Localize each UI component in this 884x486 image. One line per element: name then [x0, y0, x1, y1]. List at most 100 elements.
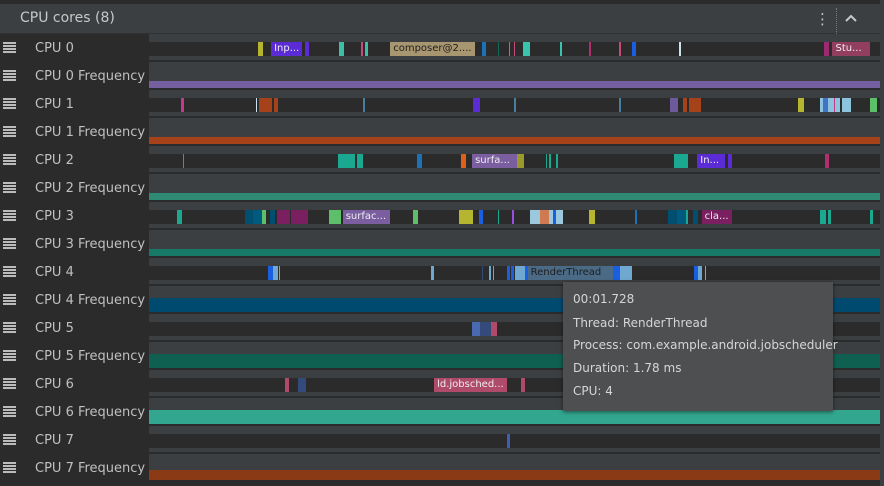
cpu-track[interactable]: Inp... composer@2.... Stu...	[149, 34, 880, 62]
thread-slice[interactable]	[841, 98, 851, 112]
thread-slice[interactable]	[556, 210, 563, 224]
thread-slice[interactable]	[328, 210, 342, 224]
thread-slice[interactable]	[472, 98, 481, 112]
thread-slice[interactable]	[276, 210, 291, 224]
drag-handle-icon[interactable]	[3, 154, 16, 165]
thread-slice[interactable]	[491, 322, 497, 336]
thread-slice[interactable]	[589, 210, 595, 224]
frequency-track[interactable]	[149, 62, 880, 90]
thread-slice[interactable]: composer@2....	[390, 42, 475, 56]
thread-slice[interactable]	[273, 266, 278, 280]
thread-slice[interactable]	[524, 266, 528, 280]
thread-slice[interactable]	[488, 266, 492, 280]
thread-slice[interactable]	[357, 154, 364, 168]
thread-slice[interactable]	[360, 42, 364, 56]
thread-slice[interactable]	[478, 210, 484, 224]
thread-slice[interactable]	[458, 210, 473, 224]
thread-slice[interactable]	[513, 98, 516, 112]
thread-slice[interactable]	[705, 266, 707, 280]
thread-slice[interactable]	[274, 98, 278, 112]
thread-slice[interactable]	[497, 210, 500, 224]
thread-slice[interactable]	[262, 210, 266, 224]
cpu-track[interactable]: surfac... cla...	[149, 202, 880, 230]
drag-handle-icon[interactable]	[3, 42, 16, 53]
thread-slice[interactable]: Inp...	[271, 42, 302, 56]
thread-slice[interactable]	[417, 154, 422, 168]
thread-slice[interactable]	[461, 154, 467, 168]
thread-slice[interactable]	[619, 42, 622, 56]
kebab-icon[interactable]: ⋮	[815, 10, 830, 28]
thread-slice[interactable]	[559, 42, 562, 56]
thread-slice[interactable]	[508, 42, 511, 56]
drag-handle-icon[interactable]	[3, 406, 16, 417]
thread-slice[interactable]	[828, 210, 832, 224]
drag-handle-icon[interactable]	[3, 462, 16, 473]
thread-slice[interactable]	[521, 378, 525, 392]
drag-handle-icon[interactable]	[3, 70, 16, 81]
thread-slice[interactable]	[482, 42, 486, 56]
thread-slice[interactable]	[252, 210, 263, 224]
cpu-track[interactable]	[149, 90, 880, 118]
drag-handle-icon[interactable]	[3, 238, 16, 249]
thread-slice[interactable]	[480, 322, 492, 336]
thread-slice[interactable]	[676, 210, 687, 224]
thread-slice[interactable]	[540, 210, 549, 224]
drag-handle-icon[interactable]	[3, 210, 16, 221]
thread-slice[interactable]: cla...	[701, 210, 733, 224]
cpu-track[interactable]: surfa... In...	[149, 146, 880, 174]
vertical-scrollbar[interactable]	[880, 0, 884, 486]
thread-slice[interactable]	[512, 210, 514, 224]
chevron-up-icon[interactable]	[843, 9, 859, 29]
frequency-track[interactable]	[149, 230, 880, 258]
thread-slice[interactable]	[613, 266, 620, 280]
thread-slice[interactable]	[548, 210, 554, 224]
thread-slice[interactable]: Stu...	[832, 42, 870, 56]
thread-slice[interactable]	[632, 42, 636, 56]
thread-slice[interactable]	[482, 266, 484, 280]
thread-slice[interactable]	[176, 210, 182, 224]
thread-slice[interactable]	[412, 210, 418, 224]
cpu-row[interactable]: CPU 4 RenderThread	[0, 258, 880, 286]
thread-slice[interactable]	[727, 154, 733, 168]
thread-slice[interactable]	[820, 210, 826, 224]
cpu-frequency-row[interactable]: CPU 7 Frequency	[0, 454, 880, 482]
thread-slice[interactable]	[338, 154, 356, 168]
thread-slice[interactable]	[619, 266, 633, 280]
thread-slice[interactable]	[828, 98, 834, 112]
drag-handle-icon[interactable]	[3, 266, 16, 277]
thread-slice[interactable]	[556, 154, 559, 168]
thread-slice[interactable]	[823, 42, 829, 56]
thread-slice[interactable]	[825, 154, 829, 168]
cpu-track[interactable]	[149, 426, 880, 454]
thread-slice[interactable]	[497, 42, 500, 56]
thread-slice[interactable]	[683, 98, 687, 112]
thread-slice[interactable]: surfa...	[472, 154, 517, 168]
thread-slice[interactable]	[635, 210, 638, 224]
cpu-frequency-row[interactable]: CPU 6 Frequency	[0, 398, 880, 426]
thread-slice[interactable]	[798, 98, 804, 112]
frequency-track[interactable]	[149, 174, 880, 202]
thread-slice[interactable]	[298, 378, 307, 392]
thread-slice[interactable]	[619, 98, 622, 112]
cpu-cores-header[interactable]: CPU cores (8) ⋮	[0, 4, 880, 35]
thread-slice[interactable]	[284, 378, 290, 392]
thread-slice[interactable]	[869, 98, 878, 112]
thread-slice[interactable]	[493, 266, 495, 280]
thread-slice[interactable]: RenderThread	[527, 266, 614, 280]
thread-slice[interactable]	[833, 98, 836, 112]
thread-slice[interactable]	[290, 210, 309, 224]
thread-slice[interactable]	[255, 98, 258, 112]
drag-handle-icon[interactable]	[3, 350, 16, 361]
thread-slice[interactable]	[870, 210, 873, 224]
cpu-row[interactable]: CPU 1	[0, 90, 880, 118]
thread-slice[interactable]	[516, 154, 524, 168]
thread-slice[interactable]	[304, 42, 310, 56]
thread-slice[interactable]	[673, 154, 688, 168]
drag-handle-icon[interactable]	[3, 322, 16, 333]
thread-slice[interactable]	[835, 98, 840, 112]
thread-slice[interactable]	[820, 98, 823, 112]
thread-slice[interactable]	[472, 322, 481, 336]
thread-slice[interactable]	[697, 266, 702, 280]
thread-slice[interactable]	[548, 154, 552, 168]
thread-slice[interactable]	[339, 42, 345, 56]
